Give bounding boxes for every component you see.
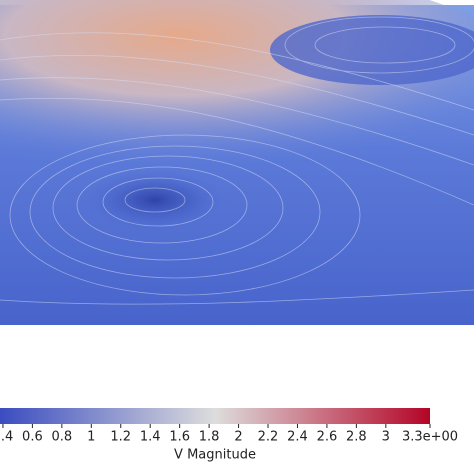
flow-field [0,0,474,325]
tick-label: 2.6 [317,430,338,445]
tick-label: 2.8 [346,430,367,445]
tick-label: 0.6 [22,430,43,445]
tick-label: 0.8 [52,430,73,445]
tick-label: 1 [87,430,95,445]
tick-label: 0.4 [0,430,13,445]
colorbar [0,408,430,424]
tick-label: 1.4 [140,430,161,445]
colorbar-title: V Magnitude [174,448,256,463]
tick-label: 3.3e+00 [402,430,458,445]
tick-label: 1.2 [110,430,131,445]
tick-label: 3 [382,430,390,445]
tick-label: 1.8 [199,430,220,445]
tick-label: 2.4 [287,430,308,445]
tick-label: 1.6 [169,430,190,445]
tick-label: 2 [234,430,242,445]
tick-label: 2.2 [258,430,279,445]
